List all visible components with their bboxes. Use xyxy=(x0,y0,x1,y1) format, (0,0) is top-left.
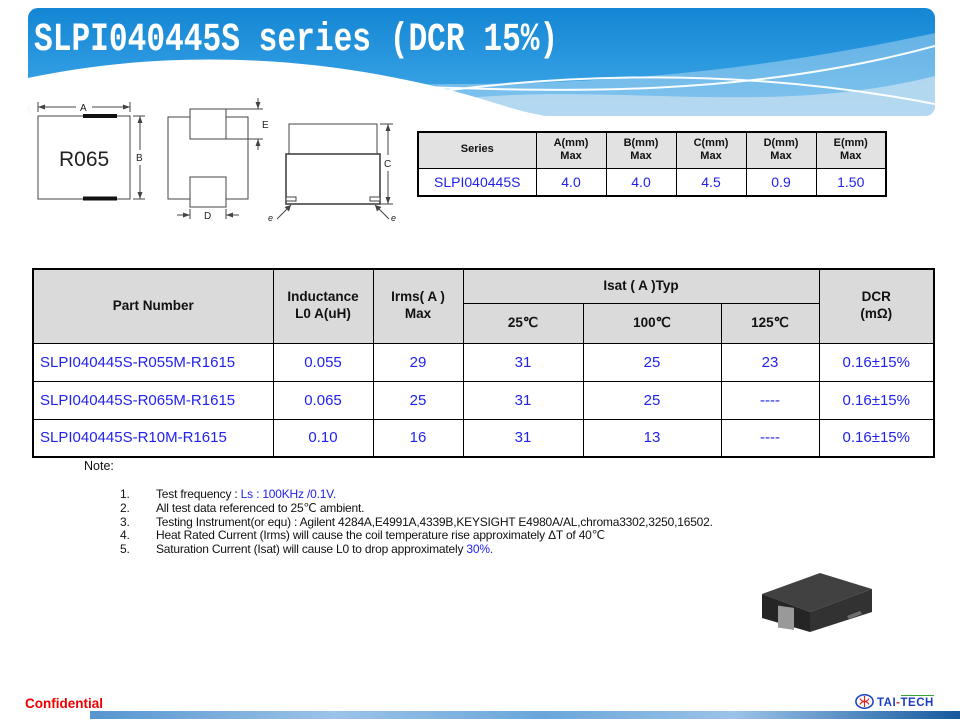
dim-c-label: C xyxy=(384,159,391,170)
dim-d-value: 0.9 xyxy=(745,167,817,197)
dim-c-value: 4.5 xyxy=(675,167,747,197)
dim-d-label: D xyxy=(204,211,211,222)
side-view-drawing: C e e xyxy=(268,123,396,223)
col-c: C(mm) Max xyxy=(675,131,747,169)
irms-value: 25 xyxy=(372,380,464,420)
notes-list: 1. Test frequency : Ls : 100KHz /0.1V. 2… xyxy=(120,487,713,557)
isat-25-value: 31 xyxy=(462,418,584,458)
note-text: Saturation Current (Isat) will cause L0 … xyxy=(156,542,493,557)
col-series: Series xyxy=(417,131,537,169)
dcr-value: 0.16±15% xyxy=(818,380,935,420)
part-number: SLPI040445S-R055M-R1615 xyxy=(32,342,274,382)
part-number: SLPI040445S-R10M-R1615 xyxy=(32,418,274,458)
header-part-number: Part Number xyxy=(32,268,274,344)
note-item: 5. Saturation Current (Isat) will cause … xyxy=(120,542,713,557)
note-number: 5. xyxy=(120,542,130,557)
inductance-value: 0.10 xyxy=(272,418,374,458)
note-text: Test frequency : Ls : 100KHz /0.1V. xyxy=(156,487,337,501)
table-row: SLPI040445S-R065M-R1615 0.065 25 31 25 -… xyxy=(32,380,935,420)
irms-value: 29 xyxy=(372,342,464,382)
isat-25-value: 31 xyxy=(462,342,584,382)
top-view-drawing: R065 A B xyxy=(37,102,145,201)
isat-100-value: 25 xyxy=(582,342,722,382)
note-text: All test data referenced to 25℃ ambient. xyxy=(156,500,365,515)
globe-icon xyxy=(855,694,874,709)
col-a: A(mm) Max xyxy=(535,131,607,169)
inductance-value: 0.055 xyxy=(272,342,374,382)
header-temp-25: 25℃ xyxy=(462,302,584,344)
part-number: SLPI040445S-R065M-R1615 xyxy=(32,380,274,420)
bottom-decoration-bar xyxy=(90,711,960,719)
dim-e-label: E xyxy=(262,120,269,131)
note-text: Testing Instrument(or equ) : Agilent 428… xyxy=(156,514,713,529)
irms-value: 16 xyxy=(372,418,464,458)
dimension-table: Series A(mm) Max B(mm) Max C(mm) Max D(m… xyxy=(417,131,887,197)
note-label: Note: xyxy=(84,459,114,473)
table-row: SLPI040445S-R10M-R1615 0.10 16 31 13 ---… xyxy=(32,418,935,458)
isat-25-value: 31 xyxy=(462,380,584,420)
isat-100-value: 13 xyxy=(582,418,722,458)
note-item: 1. Test frequency : Ls : 100KHz /0.1V. xyxy=(120,487,713,502)
dimension-table-data-row: SLPI040445S 4.0 4.0 4.5 0.9 1.50 xyxy=(417,167,887,197)
note-item: 3. Testing Instrument(or equ) : Agilent … xyxy=(120,514,713,530)
note-number: 3. xyxy=(120,514,130,529)
tai-tech-logo: TAI - TECH xyxy=(855,694,934,709)
confidential-label: Confidential xyxy=(25,696,103,711)
spec-header-row2: 25℃ 100℃ 125℃ xyxy=(33,302,934,344)
col-b: B(mm) Max xyxy=(605,131,677,169)
header-dcr: DCR (mΩ) xyxy=(818,268,935,344)
inductance-value: 0.065 xyxy=(272,380,374,420)
isat-125-value: ---- xyxy=(720,418,820,458)
note-text: Heat Rated Current (Irms) will cause the… xyxy=(156,528,605,543)
header-inductance: Inductance L0 A(uH) xyxy=(272,268,374,344)
header-temp-100: 100℃ xyxy=(582,302,722,344)
dim-b-value: 4.0 xyxy=(605,167,677,197)
spec-header-row1: Part Number Inductance L0 A(uH) Irms( A … xyxy=(32,268,935,344)
note-item: 2. All test data referenced to 25℃ ambie… xyxy=(120,500,713,516)
table-row: SLPI040445S-R055M-R1615 0.055 29 31 25 2… xyxy=(32,342,935,382)
terminal-label-left: e xyxy=(268,213,273,223)
spec-table: Part Number Inductance L0 A(uH) Irms( A … xyxy=(32,268,935,458)
note-number: 2. xyxy=(120,500,130,515)
banner-wave-decoration xyxy=(28,33,935,116)
dim-e-value: 1.50 xyxy=(815,167,887,197)
col-e: E(mm) Max xyxy=(815,131,887,169)
header-banner: SLPI040445S series (DCR 15%) xyxy=(28,8,935,116)
page-title: SLPI040445S series (DCR 15%) xyxy=(34,18,559,63)
dcr-value: 0.16±15% xyxy=(818,342,935,382)
note-number: 4. xyxy=(120,528,130,543)
isat-100-value: 25 xyxy=(582,380,722,420)
isat-125-value: ---- xyxy=(720,380,820,420)
isat-125-value: 23 xyxy=(720,342,820,382)
dim-b-label: B xyxy=(136,153,143,164)
top-view-label: R065 xyxy=(59,148,109,171)
dimension-table-header-row: Series A(mm) Max B(mm) Max C(mm) Max D(m… xyxy=(417,131,887,169)
header-isat: Isat ( A )Typ xyxy=(462,268,820,304)
dim-a-value: 4.0 xyxy=(535,167,607,197)
front-view-drawing: D E xyxy=(167,98,269,222)
inductor-3d-image xyxy=(762,573,872,632)
series-name: SLPI040445S xyxy=(417,167,537,197)
dimension-drawings: R065 A B D E xyxy=(37,98,396,223)
dcr-value: 0.16±15% xyxy=(818,418,935,458)
dim-a-label: A xyxy=(80,103,87,114)
terminal-label-right: e xyxy=(391,213,396,223)
header-irms: Irms( A ) Max xyxy=(372,268,464,344)
note-number: 1. xyxy=(120,487,130,501)
note-item: 4. Heat Rated Current (Irms) will cause … xyxy=(120,528,713,543)
logo-text: TAI - TECH xyxy=(877,694,934,709)
col-d: D(mm) Max xyxy=(745,131,817,169)
header-temp-125: 125℃ xyxy=(720,302,820,344)
